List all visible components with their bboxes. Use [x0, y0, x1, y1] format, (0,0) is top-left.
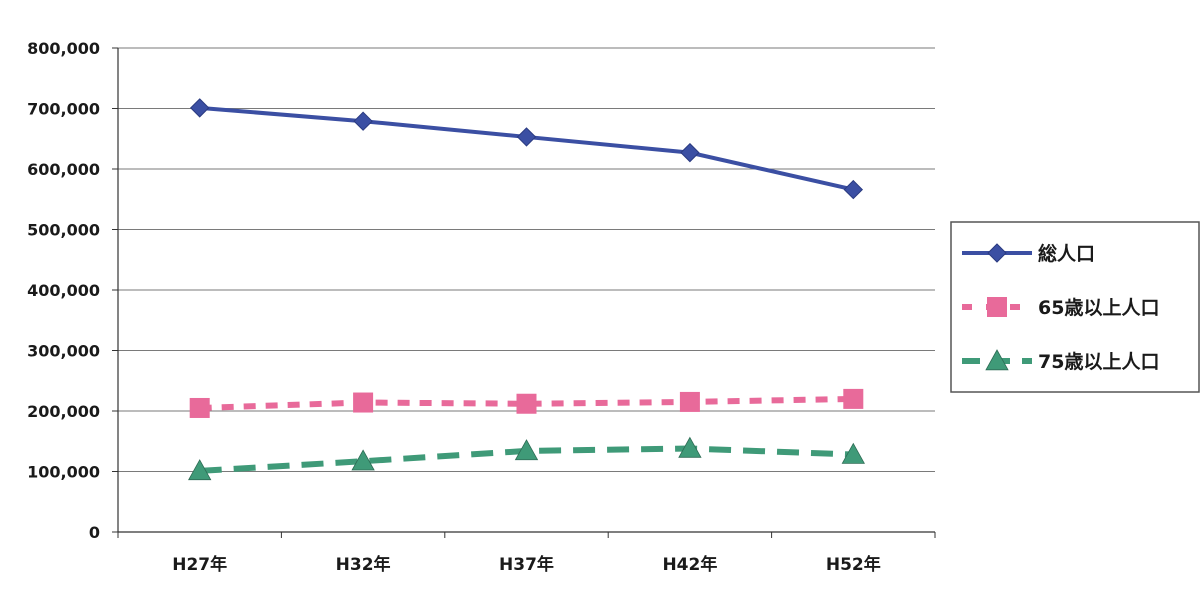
legend: 総人口 65歳以上人口 75歳以上人口 — [950, 221, 1200, 393]
data-point — [841, 442, 865, 464]
data-point — [516, 127, 537, 147]
data-point — [680, 142, 700, 163]
y-tick-labels: 0 100,000 200,000 300,000 400,000 500,000 600,… — [27, 39, 100, 542]
x-tick-label: H37年 — [499, 554, 554, 575]
data-point — [188, 459, 212, 481]
data-point — [516, 393, 537, 414]
data-point — [678, 436, 702, 458]
series-group — [188, 98, 865, 481]
data-point — [189, 397, 210, 418]
series-2 — [189, 388, 864, 418]
legend-item: 総人口 — [962, 242, 1095, 265]
legend-label: 75歳以上人口 — [1038, 351, 1159, 373]
legend-label: 総人口 — [1038, 242, 1095, 265]
y-tick-label: 600,000 — [27, 160, 100, 179]
y-tick-label: 300,000 — [27, 342, 100, 361]
legend-item: 75歳以上人口 — [962, 349, 1159, 373]
y-tick-label: 100,000 — [27, 463, 100, 482]
y-tick-label: 0 — [89, 523, 100, 542]
x-tick-label: H52年 — [826, 554, 881, 575]
y-tick-label: 700,000 — [27, 100, 100, 119]
y-tick-label: 200,000 — [27, 402, 100, 421]
legend-marker — [985, 349, 1009, 371]
data-point — [353, 392, 374, 413]
data-point — [843, 388, 864, 409]
y-tick-label: 400,000 — [27, 281, 100, 300]
data-point — [679, 391, 700, 412]
legend-marker — [987, 297, 1007, 317]
series-3 — [188, 436, 865, 481]
legend-marker — [987, 243, 1007, 263]
x-tick-labels: H27年 H32年 H37年 H42年 H52年 — [172, 554, 880, 575]
y-tick-label: 800,000 — [27, 39, 100, 58]
y-tick-label: 500,000 — [27, 221, 100, 240]
data-point — [189, 98, 210, 118]
series-1 — [189, 98, 864, 200]
axes — [112, 47, 936, 538]
x-tick-label: H32年 — [336, 554, 391, 575]
data-point — [351, 449, 375, 471]
data-point — [353, 111, 373, 131]
legend-label: 65歳以上人口 — [1038, 297, 1159, 319]
data-point — [843, 179, 864, 200]
x-tick-label: H27年 — [172, 554, 227, 575]
x-tick-label: H42年 — [662, 554, 717, 575]
data-point — [514, 439, 539, 461]
legend-item: 65歳以上人口 — [962, 297, 1159, 319]
